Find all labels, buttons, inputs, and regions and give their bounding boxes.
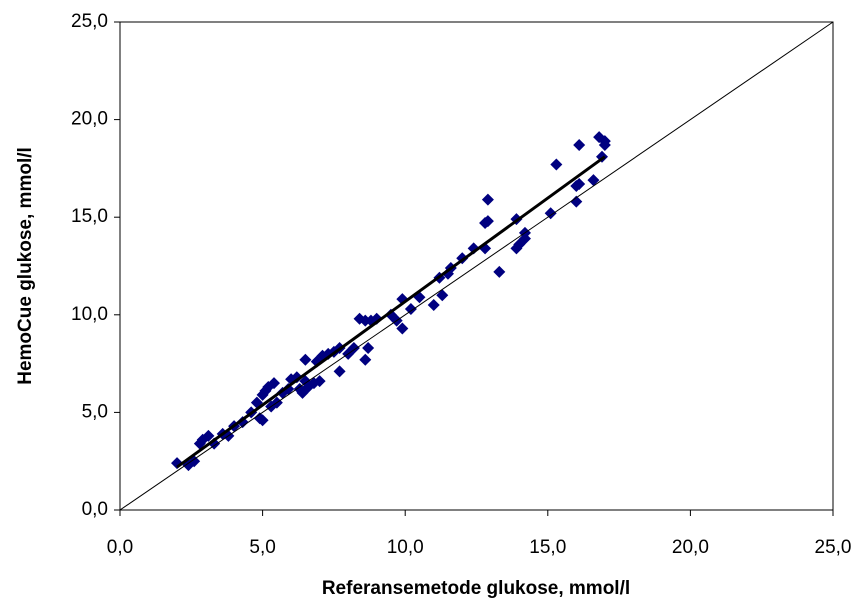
data-point: [202, 429, 215, 442]
x-tick-label: 15,0: [529, 537, 566, 558]
data-point: [573, 178, 586, 191]
data-point: [236, 416, 249, 429]
data-point: [268, 377, 281, 390]
y-tick-label: 15,0: [71, 206, 108, 227]
data-point: [587, 174, 600, 187]
y-tick-label: 0,0: [82, 499, 108, 520]
data-point: [481, 193, 494, 206]
y-tick-label: 10,0: [71, 304, 108, 325]
x-tick-label: 20,0: [672, 537, 709, 558]
data-point: [347, 341, 360, 354]
data-point: [573, 138, 586, 151]
fit-line: [176, 155, 606, 469]
data-point: [518, 232, 531, 245]
x-axis-title: Referansemetode glukose, mmol/l: [322, 578, 630, 599]
data-point: [550, 158, 563, 171]
data-point: [256, 414, 269, 427]
data-point: [598, 135, 611, 148]
data-point: [362, 341, 375, 354]
x-tick-label: 10,0: [387, 537, 424, 558]
data-point: [570, 195, 583, 208]
data-point: [313, 375, 326, 388]
data-point: [493, 265, 506, 278]
y-tick-label: 20,0: [71, 109, 108, 130]
data-point: [481, 215, 494, 228]
data-point: [427, 299, 440, 312]
plot-area: [119, 21, 834, 511]
fit-line: [119, 21, 834, 511]
data-point: [436, 289, 449, 302]
y-tick-label: 25,0: [71, 11, 108, 32]
x-tick-label: 5,0: [249, 537, 275, 558]
data-point: [299, 353, 312, 366]
data-point: [333, 365, 346, 378]
y-tick-label: 5,0: [82, 401, 108, 422]
data-point: [404, 302, 417, 315]
x-tick-label: 25,0: [815, 537, 852, 558]
x-tick-label: 0,0: [107, 537, 133, 558]
y-axis-title: HemoCue glukose, mmol/l: [15, 147, 36, 385]
data-point: [359, 353, 372, 366]
data-point: [290, 371, 303, 384]
data-point: [396, 322, 409, 335]
data-point: [544, 207, 557, 220]
